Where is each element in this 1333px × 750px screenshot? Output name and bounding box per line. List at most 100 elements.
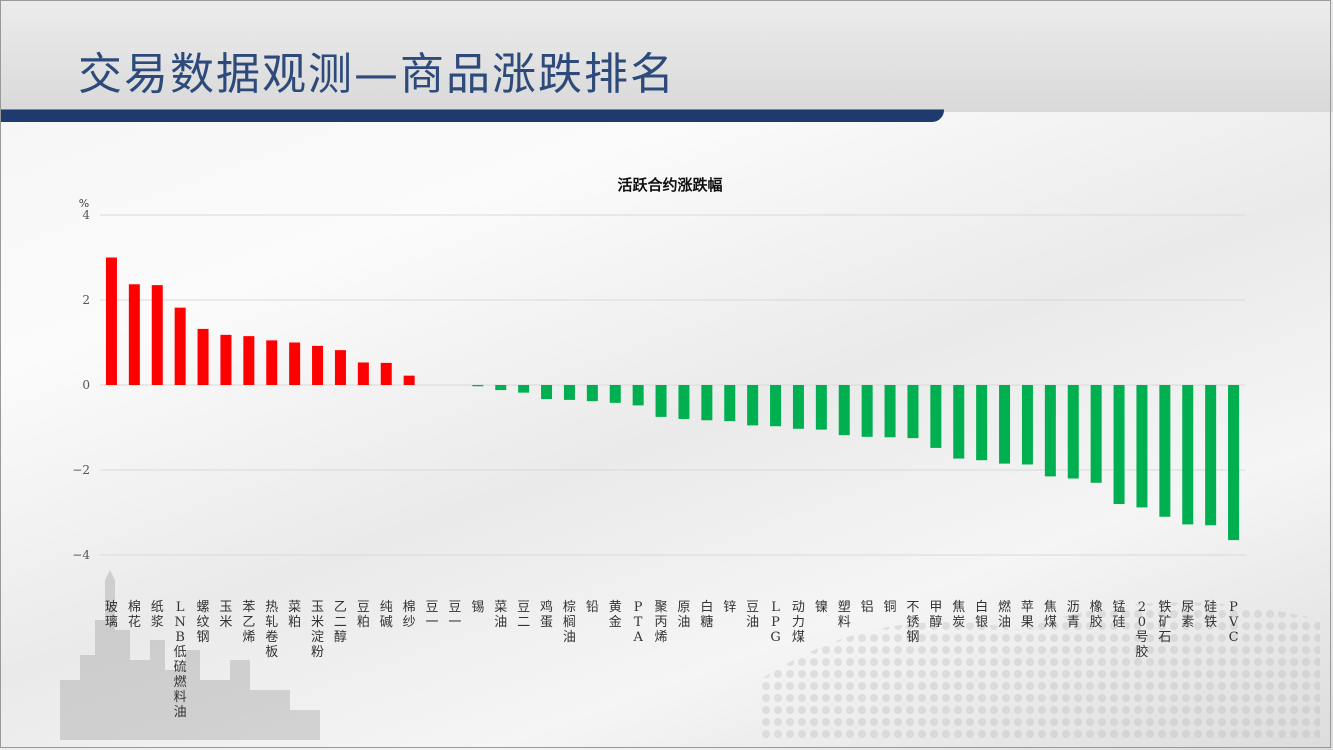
category-label: 鸡蛋 <box>540 600 554 630</box>
category-label: 豆一 <box>425 600 439 630</box>
y-tick-label: −2 <box>72 463 90 477</box>
bar-42 <box>1044 385 1056 477</box>
bar-48 <box>1182 385 1194 525</box>
category-label: 菜粕 <box>288 600 302 630</box>
bar-21 <box>563 385 575 400</box>
bar-23 <box>609 385 621 403</box>
bar-4 <box>174 307 186 385</box>
category-label: 焦炭 <box>952 600 966 630</box>
category-label: 白糖 <box>700 600 714 630</box>
skyline-decoration <box>60 570 320 740</box>
bar-26 <box>678 385 690 419</box>
bar-41 <box>1021 385 1033 465</box>
category-label: 不锈钢 <box>906 600 920 645</box>
category-label: 豆一 <box>448 600 462 630</box>
category-label: 铝 <box>860 600 874 615</box>
bar-49 <box>1205 385 1217 526</box>
category-label: 棉纱 <box>402 600 416 630</box>
category-label: 锰硅 <box>1112 600 1126 630</box>
bar-1 <box>105 257 117 385</box>
category-label: 玻璃 <box>104 600 118 630</box>
bar-40 <box>999 385 1011 464</box>
category-label: LNB低硫燃料油 <box>173 600 187 720</box>
category-label: 纸浆 <box>150 600 164 630</box>
category-label: PTA <box>633 600 643 645</box>
category-label: LPG <box>770 600 781 645</box>
bar-11 <box>334 350 346 385</box>
category-label: 豆二 <box>517 600 531 630</box>
bar-43 <box>1067 385 1079 479</box>
title-rule <box>0 110 944 122</box>
category-label: PVC <box>1228 600 1239 645</box>
category-label: 塑料 <box>837 600 851 630</box>
category-label: 锡 <box>471 600 485 615</box>
bar-38 <box>953 385 965 459</box>
category-label: 苹果 <box>1020 600 1034 630</box>
bar-24 <box>632 385 644 406</box>
bar-37 <box>930 385 942 448</box>
category-label: 玉米 <box>219 600 233 630</box>
y-tick-label: 2 <box>82 293 90 307</box>
category-label: 硅铁 <box>1204 600 1218 630</box>
bar-36 <box>907 385 919 439</box>
dot-map-decoration <box>760 602 1320 740</box>
category-label: 动力煤 <box>791 600 805 645</box>
category-label: 纯碱 <box>379 600 393 630</box>
category-label: 焦煤 <box>1043 600 1057 630</box>
category-label: 锌 <box>723 600 737 615</box>
bar-2 <box>128 284 140 385</box>
page-title: 交易数据观测—商品涨跌排名 <box>78 49 676 100</box>
bar-3 <box>151 285 163 385</box>
bar-28 <box>724 385 736 422</box>
category-label: 甲醇 <box>929 600 943 630</box>
y-tick-label: 0 <box>82 378 90 392</box>
bar-47 <box>1159 385 1171 517</box>
category-label: 橡胶 <box>1089 600 1103 630</box>
y-tick-label: 4 <box>82 208 90 222</box>
bar-19 <box>518 385 530 393</box>
bar-32 <box>815 385 827 430</box>
bar-14 <box>403 375 415 385</box>
category-label: 原油 <box>677 600 691 630</box>
bar-27 <box>701 385 713 421</box>
category-label: 热轧卷板 <box>265 600 279 660</box>
bar-7 <box>243 336 255 385</box>
bar-22 <box>586 385 598 402</box>
category-label: 铅 <box>585 600 599 615</box>
bar-8 <box>266 340 278 385</box>
bar-39 <box>976 385 988 461</box>
header-band <box>0 0 1333 112</box>
category-label: 铁矿石 <box>1158 600 1172 645</box>
category-label: 豆粕 <box>356 600 370 630</box>
bar-30 <box>770 385 782 427</box>
bar-20 <box>541 385 553 400</box>
category-label: 玉米淀粉 <box>311 600 325 660</box>
bar-31 <box>792 385 804 429</box>
category-label: 聚丙烯 <box>654 600 668 645</box>
bar-17 <box>472 385 484 387</box>
category-label: 沥青 <box>1066 600 1080 630</box>
bar-9 <box>289 342 301 385</box>
bar-50 <box>1228 385 1240 541</box>
category-label: 棕榈油 <box>562 600 576 645</box>
bar-34 <box>861 385 873 437</box>
category-label: 尿素 <box>1181 600 1195 630</box>
category-label: 燃油 <box>998 600 1012 630</box>
bar-44 <box>1090 385 1102 483</box>
category-label: 苯乙烯 <box>242 600 256 645</box>
y-tick-label: −4 <box>72 548 90 562</box>
category-label: 镍 <box>814 600 828 615</box>
category-label: 豆油 <box>746 600 760 630</box>
bar-13 <box>380 362 392 385</box>
category-label: 白银 <box>975 600 989 630</box>
bar-5 <box>197 328 209 385</box>
category-label: 乙二醇 <box>333 600 347 645</box>
bar-45 <box>1113 385 1125 504</box>
category-label: 棉花 <box>127 600 141 630</box>
bar-29 <box>747 385 759 426</box>
bar-6 <box>220 334 232 385</box>
category-label: 菜油 <box>494 600 508 630</box>
category-label: 铜 <box>883 600 897 615</box>
bar-10 <box>312 345 324 385</box>
